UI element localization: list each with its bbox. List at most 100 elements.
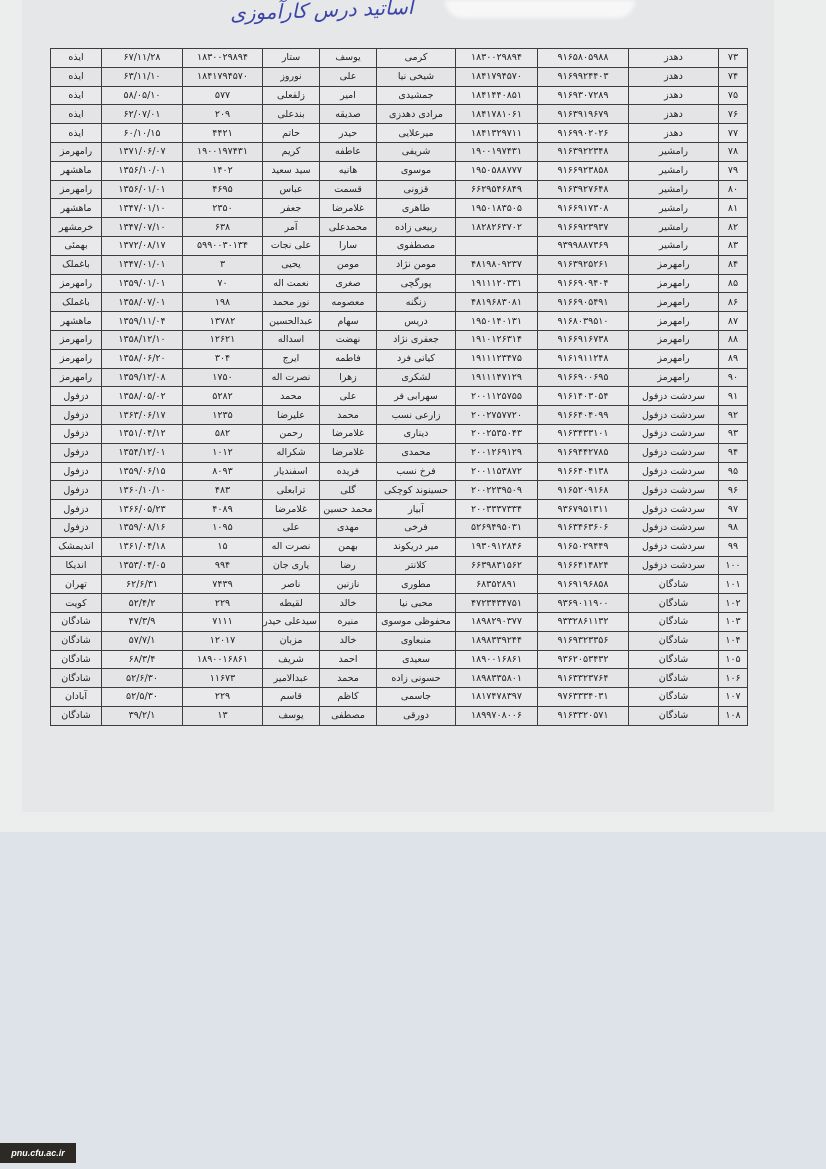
father-name-cell: نصرت اله	[262, 536, 320, 557]
father-name-cell: ایرج	[262, 348, 320, 369]
birthplace-cell: ایذه	[50, 48, 102, 68]
row-number-cell: ۷۸	[718, 141, 748, 162]
birthplace-cell: دزفول	[50, 442, 102, 463]
father-name-cell: عبدالامیر	[262, 668, 320, 689]
row-number-cell: ۱۰۱	[718, 574, 748, 595]
birthplace-cell: ماهشهر	[50, 198, 102, 219]
id-number-cell: ۷۴۳۹	[182, 574, 263, 595]
national-id-cell: ۱۹۵۰۱۴۰۱۳۱	[455, 311, 538, 331]
birth-date-cell: ۱۳۵۸/۰۷/۰۱	[101, 292, 183, 313]
birth-date-cell: ۱۳۵۸/۰۶/۲۰	[101, 348, 183, 369]
national-id-cell: ۱۸۴۱۴۴۰۸۵۱	[455, 85, 538, 106]
father-name-cell: رحمن	[262, 423, 320, 444]
first-name-cell: معصومه	[319, 292, 377, 313]
id-number-cell: ۵۸۲	[182, 423, 263, 444]
national-id-cell: ۱۹۳۰۹۱۲۸۴۶	[455, 536, 538, 557]
first-name-cell: بهمن	[319, 536, 377, 557]
table-row: ۹۸ سردشت دزفول ۹۱۶۳۴۶۳۶۰۶ ۵۲۶۹۴۹۵۰۳۱ فرخی مهد…	[50, 517, 748, 538]
table-row: ۷۶ دهدز ۹۱۶۳۹۱۹۶۷۹ ۱۸۴۱۷۸۱۰۶۱ مرادی دهدزی صدی…	[50, 104, 748, 125]
last-name-cell: سعیدی	[376, 649, 456, 670]
first-name-cell: صدیقه	[319, 104, 377, 125]
id-number-cell: ۱۲۳۵	[182, 405, 263, 425]
id-number-cell: ۱۳	[182, 705, 263, 726]
id-number-cell: ۱۸۴۱۷۹۴۵۷۰	[182, 66, 263, 87]
city-cell: رامشیر	[628, 198, 719, 219]
father-name-cell: نوروز	[262, 66, 320, 87]
father-name-cell: عباس	[262, 179, 320, 200]
row-number-cell: ۷۹	[718, 160, 748, 181]
birth-date-cell: ۱۳۵۱/۰۴/۱۲	[101, 423, 183, 444]
birthplace-cell: ایذه	[50, 104, 102, 125]
id-number-cell: ۴۴۲۱	[182, 123, 263, 143]
birth-date-cell: ۱۳۵۹/۰۱/۰۱	[101, 273, 183, 294]
phone-cell: ۹۱۶۹۹۲۴۴۰۳	[537, 66, 629, 87]
first-name-cell: علی	[319, 386, 377, 407]
birth-date-cell: ۱۳۵۶/۱۰/۰۱	[101, 160, 183, 181]
birthplace-cell: خرمشهر	[50, 217, 102, 237]
national-id-cell: ۲۰۰۲۷۵۷۷۲۰	[455, 405, 538, 425]
row-number-cell: ۱۰۴	[718, 630, 748, 651]
phone-cell: ۹۱۶۳۹۲۷۶۴۸	[537, 179, 629, 200]
table-row: ۹۵ سردشت دزفول ۹۱۶۶۴۰۴۱۳۸ ۲۰۰۱۱۵۳۸۷۲ فرخ نسب…	[50, 461, 748, 482]
birth-date-cell: ۱۳۵۹/۰۸/۱۶	[101, 517, 183, 538]
national-id-cell: ۱۸۹۸۲۹۰۳۷۷	[455, 611, 538, 632]
birth-date-cell: ۱۳۷۱/۰۶/۰۷	[101, 141, 183, 162]
birthplace-cell: باغملک	[50, 292, 102, 313]
national-id-cell: ۶۶۳۹۸۳۱۵۶۲	[455, 555, 538, 576]
last-name-cell: فرخی	[376, 517, 456, 538]
father-name-cell: علی نجات	[262, 235, 320, 256]
first-name-cell: فریده	[319, 461, 377, 482]
table-row: ۱۰۸ شادگان ۹۱۶۳۳۲۰۵۷۱ ۱۸۹۹۷۰۸۰۰۶ دورقی مصطفی ی…	[50, 705, 748, 726]
row-number-cell: ۱۰۶	[718, 668, 748, 689]
last-name-cell: حسونی زاده	[376, 668, 456, 689]
first-name-cell: عاطفه	[319, 141, 377, 162]
father-name-cell: حاتم	[262, 123, 320, 143]
birthplace-cell: اندیمشک	[50, 536, 102, 557]
father-name-cell: یحیی	[262, 254, 320, 275]
phone-cell: ۹۱۶۶۹۰۹۴۰۴	[537, 273, 629, 294]
birthplace-cell: بهمئی	[50, 235, 102, 256]
national-id-cell: ۱۹۵۰۱۸۳۵۰۵	[455, 198, 538, 219]
table-row: ۹۱ سردشت دزفول ۹۱۶۱۴۰۳۰۵۴ ۲۰۰۱۱۲۵۷۵۵ سهرابی …	[50, 386, 748, 407]
first-name-cell: محمدعلی	[319, 217, 377, 237]
id-number-cell: ۳۰۴	[182, 348, 263, 369]
first-name-cell: محمد	[319, 405, 377, 425]
last-name-cell: مومن نژاد	[376, 254, 456, 275]
national-id-cell: ۲۰۰۳۳۳۷۳۳۴	[455, 499, 538, 519]
row-number-cell: ۸۶	[718, 292, 748, 313]
father-name-cell: علیرضا	[262, 405, 320, 425]
row-number-cell: ۸۷	[718, 311, 748, 331]
table-row: ۸۰ رامشیر ۹۱۶۳۹۲۷۶۴۸ ۶۶۲۹۵۴۶۸۴۹ قزونی قسمت عبا…	[50, 179, 748, 200]
phone-cell: ۹۱۶۶۹۱۶۷۳۸	[537, 329, 629, 350]
birthplace-cell: ماهشهر	[50, 160, 102, 181]
phone-cell: ۹۱۶۶۹۲۳۹۳۷	[537, 217, 629, 237]
city-cell: شادگان	[628, 593, 719, 613]
phone-cell: ۹۱۶۳۴۶۳۶۰۶	[537, 517, 629, 538]
birth-date-cell: ۱۳۴۷/۰۱/۱۰	[101, 198, 183, 219]
birthplace-cell: شادگان	[50, 705, 102, 726]
national-id-cell: ۶۶۲۹۵۴۶۸۴۹	[455, 179, 538, 200]
last-name-cell: زنگنه	[376, 292, 456, 313]
birthplace-cell: دزفول	[50, 517, 102, 538]
birthplace-cell: شادگان	[50, 630, 102, 651]
birth-date-cell: ۵۲/۴/۲	[101, 593, 183, 613]
first-name-cell: محمد	[319, 668, 377, 689]
row-number-cell: ۷۴	[718, 66, 748, 87]
city-cell: رامشیر	[628, 160, 719, 181]
row-number-cell: ۸۹	[718, 348, 748, 369]
table-row: ۸۵ رامهرمز ۹۱۶۶۹۰۹۴۰۴ ۱۹۱۱۱۲۰۳۳۱ پورگچی صغری ن…	[50, 273, 748, 294]
last-name-cell: محبی نیا	[376, 593, 456, 613]
national-id-cell: ۱۹۱۰۱۲۶۳۱۴	[455, 329, 538, 350]
first-name-cell: فاطمه	[319, 348, 377, 369]
phone-cell: ۹۳۶۹۰۱۱۹۰۰	[537, 593, 629, 613]
row-number-cell: ۷۷	[718, 123, 748, 143]
last-name-cell: پورگچی	[376, 273, 456, 294]
first-name-cell: علی	[319, 66, 377, 87]
first-name-cell: امیر	[319, 85, 377, 106]
last-name-cell: لشکری	[376, 367, 456, 388]
birthplace-cell: آبادان	[50, 687, 102, 707]
city-cell: رامهرمز	[628, 311, 719, 331]
first-name-cell: غلامرضا	[319, 442, 377, 463]
birth-date-cell: ۱۳۵۹/۱۲/۰۸	[101, 367, 183, 388]
national-id-cell: ۱۹۰۰۱۹۷۴۳۱	[455, 141, 538, 162]
